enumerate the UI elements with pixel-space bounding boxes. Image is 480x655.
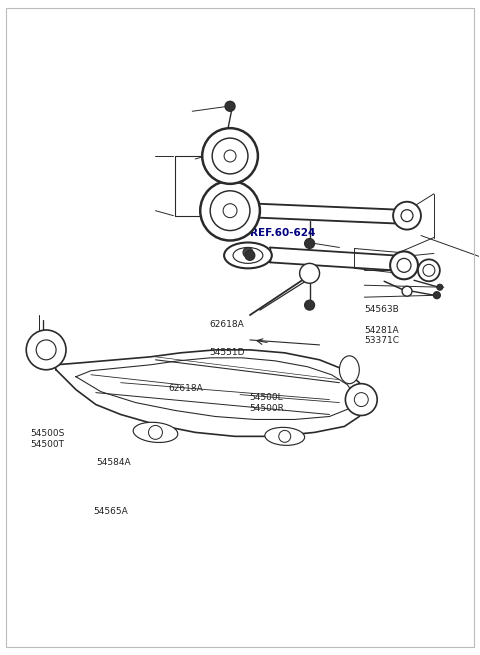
Text: 54563B: 54563B: [364, 305, 399, 314]
Ellipse shape: [133, 422, 178, 443]
Ellipse shape: [233, 248, 263, 263]
Circle shape: [346, 384, 377, 415]
Circle shape: [200, 181, 260, 240]
Text: 54281A: 54281A: [364, 326, 399, 335]
Circle shape: [393, 202, 421, 229]
Circle shape: [212, 138, 248, 174]
Circle shape: [305, 300, 314, 310]
Text: REF.60-624: REF.60-624: [250, 228, 315, 238]
Circle shape: [390, 252, 418, 279]
Circle shape: [26, 330, 66, 370]
Ellipse shape: [418, 259, 440, 281]
Circle shape: [210, 191, 250, 231]
Text: 54500T: 54500T: [30, 440, 64, 449]
Circle shape: [225, 102, 235, 111]
Circle shape: [354, 392, 368, 407]
Ellipse shape: [265, 427, 305, 445]
Circle shape: [148, 426, 162, 440]
Circle shape: [437, 284, 443, 290]
Circle shape: [224, 150, 236, 162]
Text: 54500L: 54500L: [250, 394, 283, 402]
Ellipse shape: [224, 242, 272, 269]
Text: 62618A: 62618A: [209, 320, 244, 329]
Circle shape: [243, 248, 253, 257]
Circle shape: [402, 286, 412, 296]
Circle shape: [401, 210, 413, 221]
Circle shape: [433, 291, 440, 299]
Circle shape: [279, 430, 291, 442]
Ellipse shape: [423, 265, 435, 276]
Text: 54565A: 54565A: [93, 506, 128, 515]
Ellipse shape: [339, 356, 360, 384]
Circle shape: [305, 238, 314, 248]
Text: 54551D: 54551D: [209, 348, 244, 357]
Circle shape: [300, 263, 320, 283]
Text: 62618A: 62618A: [168, 384, 203, 393]
Circle shape: [397, 259, 411, 272]
Circle shape: [36, 340, 56, 360]
Circle shape: [202, 128, 258, 184]
Text: 53371C: 53371C: [364, 336, 399, 345]
Circle shape: [223, 204, 237, 217]
Text: 54500R: 54500R: [250, 403, 285, 413]
Text: 54584A: 54584A: [96, 458, 131, 467]
Circle shape: [245, 250, 255, 261]
Text: 54500S: 54500S: [30, 429, 64, 438]
